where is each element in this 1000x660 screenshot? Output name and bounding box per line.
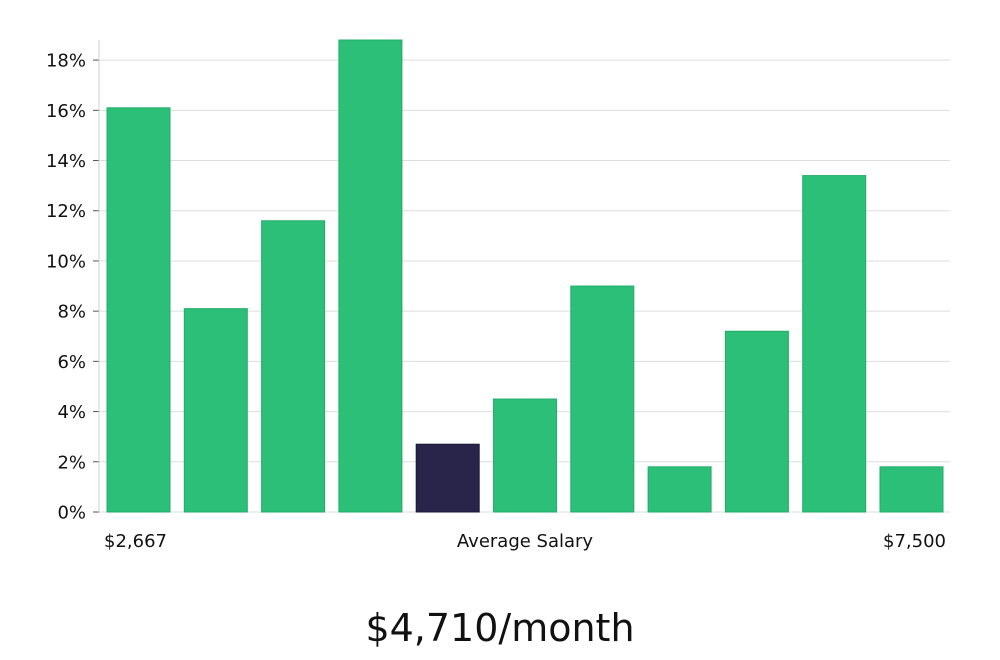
bar [338,39,403,513]
bar [647,466,712,513]
average-salary-value: $4,710/month [365,606,635,650]
y-tick-label: 18% [46,51,86,72]
bar [183,308,248,513]
y-tick-label: 0% [57,503,86,524]
y-tick-label: 10% [46,251,86,272]
bar [879,466,944,513]
y-tick-label: 14% [46,151,86,172]
x-min-label: $2,667 [104,531,167,552]
bar [106,107,171,513]
salary-distribution-chart: 0% 2% 4% 6% 8% 10% 12% 14% 16% 18% $2,667 Average… [46,39,950,552]
y-tick-label: 4% [57,402,86,423]
y-axis-ticks: 0% 2% 4% 6% 8% 10% 12% 14% 16% 18% [46,51,99,524]
bar-highlighted [415,443,480,513]
bar [802,175,867,513]
x-max-label: $7,500 [883,531,946,552]
y-tick-label: 16% [46,101,86,122]
bars [106,39,944,513]
y-tick-label: 6% [57,352,86,373]
y-tick-label: 12% [46,201,86,222]
y-tick-label: 2% [57,452,86,473]
bar [724,330,789,513]
x-axis-label: Average Salary [457,531,594,552]
bar [493,398,557,513]
bar [570,285,635,513]
bar [261,220,326,513]
y-tick-label: 8% [57,302,86,323]
